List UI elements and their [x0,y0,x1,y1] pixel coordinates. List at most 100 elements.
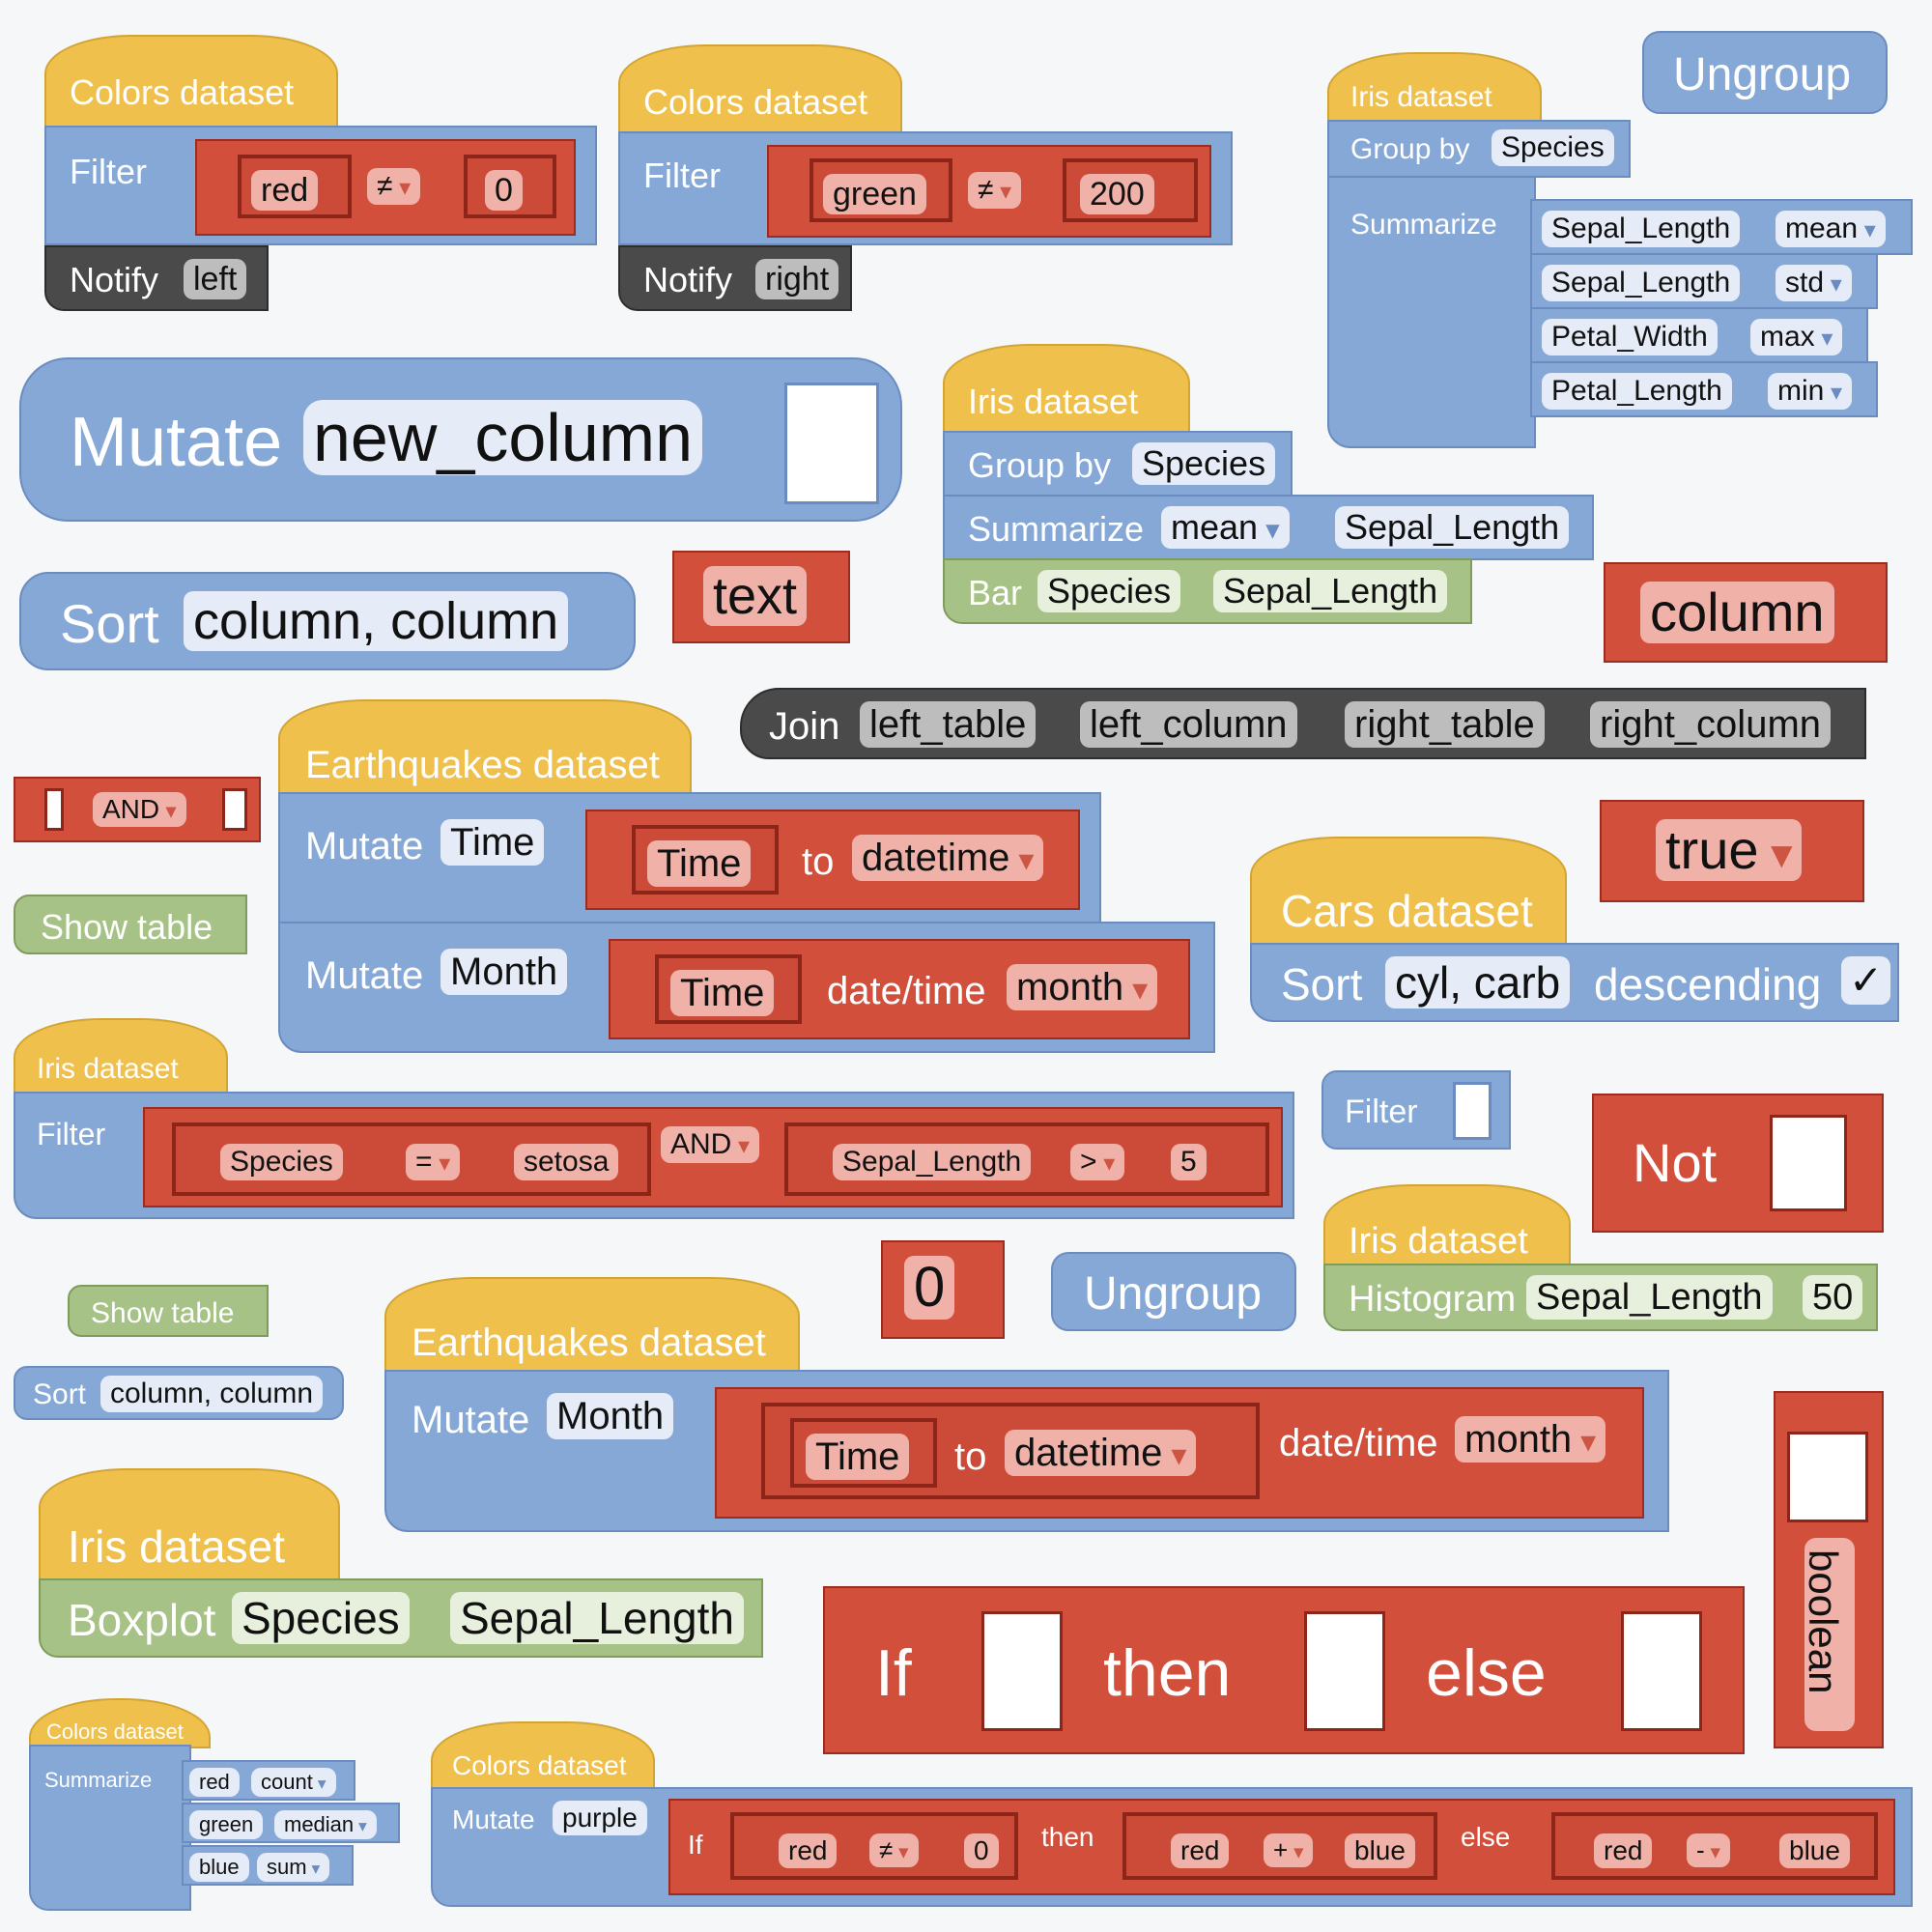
time-socket[interactable]: Time [790,1418,937,1488]
month-dropdown[interactable]: month [1007,964,1158,1010]
new-column-field[interactable]: new_column [303,400,702,475]
time-socket[interactable]: Time [632,825,779,895]
eq-operator[interactable]: = [406,1144,461,1180]
summary-field[interactable]: Sepal_Length [1542,211,1741,247]
bar-x-field[interactable]: Species [1037,570,1181,612]
gt-condition[interactable]: Sepal_Length > 5 [784,1122,1269,1196]
time-field[interactable]: Time [670,970,775,1016]
neq-condition[interactable]: red ≠ 0 [730,1812,1018,1880]
filter-block-1[interactable]: Filter red ≠ 0 [44,126,597,245]
summary-fn[interactable]: mean [1776,211,1886,247]
boxplot-block[interactable]: Boxplot Species Sepal_Length [39,1578,763,1658]
zero-block[interactable]: 0 [881,1240,1005,1339]
month-dropdown[interactable]: month [1455,1416,1606,1463]
equality-condition[interactable]: Species = setosa [172,1122,651,1196]
mutate-purple-block[interactable]: Mutate purple If red ≠ 0 then red + blue… [431,1787,1913,1907]
plus-expr[interactable]: red + blue [1122,1812,1437,1880]
if-then-else-block[interactable]: If then else [823,1586,1745,1754]
mutate-block-big[interactable]: Mutate new_column [19,357,902,522]
if-condition-slot[interactable] [981,1611,1063,1731]
sort-block-small[interactable]: Sort column, column [14,1366,344,1420]
summary-fn[interactable]: std [1776,265,1852,301]
filter-block-2[interactable]: Filter green ≠ 200 [618,131,1233,245]
field-socket[interactable]: green [810,158,952,222]
ungroup-block-1[interactable]: Ungroup [1642,31,1888,114]
not-block[interactable]: Not [1592,1094,1884,1233]
value-input-slot[interactable] [784,383,879,504]
histogram-field[interactable]: Sepal_Length [1526,1275,1773,1320]
summarize-block-3[interactable]: Summarize [29,1745,191,1911]
datetime-dropdown[interactable]: datetime [1005,1430,1197,1476]
summary-fn[interactable]: count [251,1768,336,1797]
comparison-block[interactable]: red ≠ 0 [195,139,576,236]
zero-value[interactable]: 0 [964,1833,999,1868]
boolean-block[interactable]: boolean [1774,1391,1884,1748]
setosa-value[interactable]: setosa [514,1144,619,1180]
summary-row-2[interactable]: Sepal_Length std [1530,253,1878,309]
mutate-block-month[interactable]: Mutate Month Time date/time month [278,922,1215,1053]
join-right-table[interactable]: right_table [1345,701,1545,748]
neq-operator[interactable]: ≠ [869,1833,919,1867]
mutate-block-time[interactable]: Mutate Time Time to datetime [278,792,1101,923]
mutate-column[interactable]: Time [440,819,545,866]
species-field[interactable]: Species [220,1144,343,1180]
group-by-block-2[interactable]: Group by Species [943,431,1293,497]
zero-value[interactable]: 0 [904,1256,955,1320]
colors-dataset-block-2[interactable]: Colors dataset [618,44,902,135]
summary-field[interactable]: Petal_Width [1542,319,1718,355]
field-value[interactable]: red [251,170,319,211]
notify-side[interactable]: right [755,259,839,299]
text-block[interactable]: text [672,551,850,643]
then-value-slot[interactable] [1304,1611,1385,1731]
bar-block[interactable]: Bar Species Sepal_Length [943,558,1472,624]
group-field[interactable]: Species [1492,129,1614,166]
boxplot-y-field[interactable]: Sepal_Length [450,1592,744,1644]
filter-block-3[interactable]: Filter Species = setosa AND Sepal_Length… [14,1092,1294,1219]
summary-fn[interactable]: max [1750,319,1843,355]
and-block[interactable]: AND [14,777,261,842]
text-value[interactable]: text [703,566,808,626]
comparison-block[interactable]: green ≠ 200 [767,145,1211,238]
group-field[interactable]: Species [1132,442,1276,485]
iris-dataset-block-1[interactable]: Iris dataset [1327,52,1542,124]
time-socket[interactable]: Time [655,954,802,1024]
mutate-column[interactable]: purple [553,1801,647,1835]
summarize-block-2[interactable]: Summarize mean Sepal_Length [943,495,1594,560]
summary-field[interactable]: green [189,1810,264,1839]
and-left-slot[interactable] [44,788,64,831]
red-field[interactable]: red [1171,1833,1230,1868]
gt-operator[interactable]: > [1070,1144,1125,1180]
cars-dataset-block[interactable]: Cars dataset [1250,837,1567,945]
histogram-bins[interactable]: 50 [1803,1275,1863,1320]
datetime-extract-block[interactable]: Time to datetime date/time month [715,1387,1644,1519]
bar-y-field[interactable]: Sepal_Length [1213,570,1448,612]
show-table-block-2[interactable]: Show table [68,1285,269,1337]
join-right-column[interactable]: right_column [1590,701,1832,748]
colors-dataset-block-3[interactable]: Colors dataset [29,1698,211,1748]
datetime-dropdown[interactable]: datetime [852,835,1044,881]
notify-side[interactable]: left [184,259,247,299]
and-operator[interactable]: AND [661,1126,760,1163]
group-by-block-1[interactable]: Group by Species [1327,120,1631,178]
if-then-else-expr[interactable]: If red ≠ 0 then red + blue else red - bl… [668,1799,1895,1895]
red-field[interactable]: red [1594,1833,1653,1868]
sort-columns[interactable]: column, column [184,591,569,651]
join-left-column[interactable]: left_column [1080,701,1297,748]
summary-row-1[interactable]: Sepal_Length mean [1530,199,1913,255]
filter-block-small[interactable]: Filter [1321,1070,1511,1150]
filter-condition-slot[interactable] [1453,1082,1492,1140]
and-right-slot[interactable] [222,788,247,831]
summary-row-blue[interactable]: blue sum [182,1845,354,1886]
datetime-extract-block[interactable]: Time date/time month [609,939,1190,1039]
summarize-block-1[interactable]: Summarize [1327,176,1536,448]
earthquakes-dataset-block-2[interactable]: Earthquakes dataset [384,1277,800,1374]
sort-columns[interactable]: column, column [100,1376,324,1412]
summary-fn[interactable]: mean [1161,506,1290,549]
time-field[interactable]: Time [647,840,752,887]
true-block[interactable]: true [1600,800,1864,902]
summary-fn[interactable]: min [1768,373,1853,410]
number-value[interactable]: 200 [1080,174,1154,214]
histogram-block[interactable]: Histogram Sepal_Length 50 [1323,1264,1878,1331]
summary-field[interactable]: Sepal_Length [1542,265,1741,301]
red-field[interactable]: red [779,1833,838,1868]
